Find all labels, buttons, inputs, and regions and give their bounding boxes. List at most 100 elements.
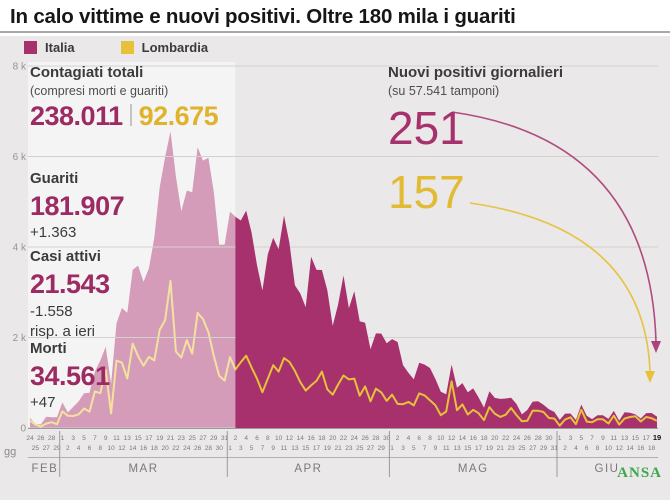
x-tick-label: 28 bbox=[48, 435, 56, 442]
x-tick-label: 19 bbox=[653, 433, 661, 442]
x-tick-label: 24 bbox=[183, 445, 191, 452]
x-tick-label: 14 bbox=[129, 445, 137, 452]
x-tick-label: 22 bbox=[502, 435, 510, 442]
x-tick-label: 12 bbox=[616, 445, 624, 452]
x-tick-label: 28 bbox=[534, 435, 542, 442]
month-label: MAR bbox=[128, 463, 158, 475]
x-tick-label: 8 bbox=[428, 435, 432, 442]
legend: Italia Lombardia bbox=[24, 40, 246, 55]
x-tick-label: 25 bbox=[518, 445, 526, 452]
x-tick-label: 18 bbox=[318, 435, 326, 442]
y-tick-label: 2 k bbox=[13, 333, 27, 344]
x-tick-label: 4 bbox=[77, 445, 81, 452]
x-tick-label: 15 bbox=[302, 445, 310, 452]
x-tick-label: 22 bbox=[172, 445, 180, 452]
x-tick-label: 24 bbox=[513, 435, 521, 442]
x-tick-label: 20 bbox=[161, 445, 169, 452]
x-tick-label: 18 bbox=[648, 445, 656, 452]
title-divider bbox=[0, 31, 670, 33]
x-tick-label: 26 bbox=[524, 435, 532, 442]
x-tick-label: 6 bbox=[417, 435, 421, 442]
y-tick-label: 8 k bbox=[13, 62, 27, 73]
x-tick-label: 14 bbox=[626, 445, 634, 452]
x-tick-label: 3 bbox=[569, 435, 573, 442]
x-tick-label: 7 bbox=[261, 445, 265, 452]
trend-arrow-italia-head bbox=[651, 341, 661, 353]
x-tick-label: 27 bbox=[367, 445, 375, 452]
x-tick-label: 11 bbox=[610, 435, 617, 442]
x-tick-label: 21 bbox=[334, 445, 342, 452]
x-tick-label: 12 bbox=[448, 435, 456, 442]
x-tick-label: 15 bbox=[632, 435, 640, 442]
x-tick-label: 12 bbox=[118, 445, 126, 452]
x-tick-label: 1 bbox=[61, 435, 65, 442]
x-tick-label: 31 bbox=[551, 445, 559, 452]
x-tick-label: 6 bbox=[585, 445, 589, 452]
x-tick-label: 15 bbox=[134, 435, 142, 442]
x-tick-label: 1 bbox=[228, 445, 232, 452]
x-tick-label: 26 bbox=[37, 435, 45, 442]
x-tick-label: 9 bbox=[434, 445, 438, 452]
x-tick-label: 9 bbox=[271, 445, 275, 452]
x-tick-label: 27 bbox=[43, 445, 51, 452]
x-tick-label: 13 bbox=[124, 435, 132, 442]
x-tick-label: 2 bbox=[396, 435, 400, 442]
x-tick-label: 19 bbox=[486, 445, 494, 452]
x-tick-label: 19 bbox=[324, 445, 332, 452]
x-tick-label: 16 bbox=[470, 435, 478, 442]
trend-arrow-lombardia bbox=[469, 202, 651, 373]
x-tick-label: 5 bbox=[412, 445, 416, 452]
x-tick-label: 4 bbox=[244, 435, 248, 442]
month-label: APR bbox=[294, 463, 322, 475]
x-tick-label: 5 bbox=[82, 435, 86, 442]
x-tick-label: 17 bbox=[643, 435, 651, 442]
x-tick-label: 2 bbox=[66, 445, 70, 452]
x-tick-label: 3 bbox=[71, 435, 75, 442]
y-tick-label: 0 bbox=[20, 424, 26, 435]
x-tick-label: 11 bbox=[281, 445, 288, 452]
x-tick-label: 30 bbox=[216, 445, 224, 452]
x-tick-label: 18 bbox=[480, 435, 488, 442]
x-tick-label: 23 bbox=[178, 435, 186, 442]
month-label: MAG bbox=[458, 463, 489, 475]
x-tick-label: 30 bbox=[383, 435, 391, 442]
x-tick-label: 4 bbox=[574, 445, 578, 452]
x-tick-label: 2 bbox=[563, 445, 567, 452]
x-tick-label: 23 bbox=[507, 445, 515, 452]
x-tick-label: 29 bbox=[378, 445, 386, 452]
x-tick-label: 26 bbox=[361, 435, 369, 442]
month-label: GIU bbox=[595, 463, 620, 475]
x-tick-label: 10 bbox=[275, 435, 283, 442]
x-tick-label: 14 bbox=[459, 435, 467, 442]
x-tick-label: 6 bbox=[88, 445, 92, 452]
legend-label-lombardia: Lombardia bbox=[141, 40, 209, 55]
x-tick-label: 13 bbox=[621, 435, 629, 442]
trend-arrow-italia bbox=[451, 111, 657, 343]
x-tick-label: 2 bbox=[234, 435, 238, 442]
x-tick-label: 24 bbox=[26, 435, 34, 442]
x-tick-label: 17 bbox=[475, 445, 483, 452]
legend-label-italia: Italia bbox=[45, 40, 75, 55]
x-tick-label: 22 bbox=[340, 435, 348, 442]
x-tick-label: 10 bbox=[437, 435, 445, 442]
x-tick-label: 29 bbox=[540, 445, 548, 452]
x-tick-label: 3 bbox=[239, 445, 243, 452]
x-tick-label: 31 bbox=[221, 435, 229, 442]
x-tick-label: 28 bbox=[205, 445, 213, 452]
x-tick-label: 11 bbox=[443, 445, 450, 452]
x-tick-label: 15 bbox=[464, 445, 472, 452]
x-tick-label: 25 bbox=[356, 445, 364, 452]
left-panel-overlay bbox=[28, 62, 236, 428]
y-tick-label: 6 k bbox=[13, 152, 27, 163]
x-tick-label: 21 bbox=[167, 435, 175, 442]
x-tick-label: 1 bbox=[390, 445, 394, 452]
trend-arrow-lombardia-head bbox=[645, 371, 655, 383]
x-tick-label: 14 bbox=[297, 435, 305, 442]
x-tick-label: 24 bbox=[351, 435, 359, 442]
x-tick-label: 27 bbox=[529, 445, 537, 452]
x-tick-label: 20 bbox=[329, 435, 337, 442]
x-tick-label: 11 bbox=[113, 435, 120, 442]
x-tick-label: 9 bbox=[104, 435, 108, 442]
x-tick-label: 18 bbox=[151, 445, 159, 452]
x-tick-label: 7 bbox=[590, 435, 594, 442]
